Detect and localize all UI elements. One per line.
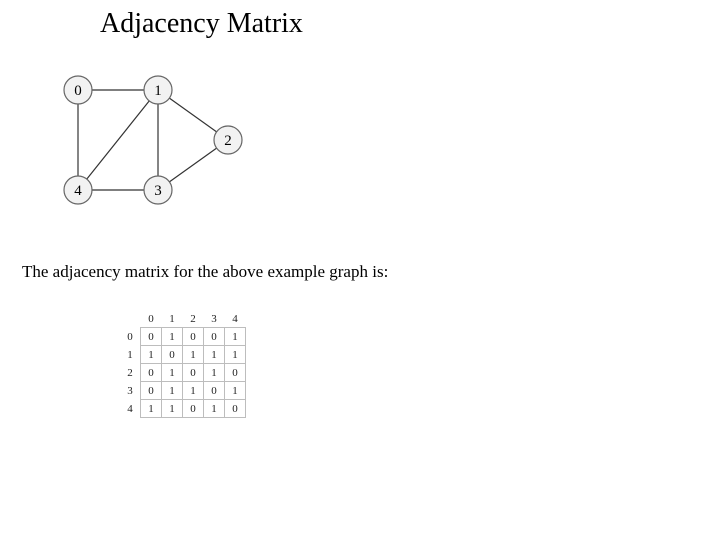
- matrix-cell: 1: [162, 382, 183, 400]
- adjacency-matrix: 01234001001110111201010301101411010: [120, 310, 246, 418]
- matrix-cell: 0: [183, 328, 204, 346]
- matrix-cell: 0: [204, 328, 225, 346]
- matrix-col-header: 1: [162, 310, 183, 328]
- matrix-table: 01234001001110111201010301101411010: [120, 310, 246, 418]
- matrix-col-header: 3: [204, 310, 225, 328]
- matrix-cell: 1: [183, 346, 204, 364]
- matrix-cell: 1: [204, 400, 225, 418]
- matrix-cell: 0: [141, 364, 162, 382]
- graph-node-label: 3: [154, 183, 162, 199]
- graph-node-label: 4: [74, 183, 82, 199]
- matrix-row-header: 0: [120, 328, 141, 346]
- graph-node-label: 2: [224, 133, 232, 149]
- matrix-cell: 0: [183, 364, 204, 382]
- graph-diagram: 0 1 2 3 4: [30, 60, 250, 230]
- graph-edge: [169, 98, 216, 132]
- matrix-col-header: 4: [225, 310, 246, 328]
- matrix-cell: 0: [225, 364, 246, 382]
- matrix-cell: 1: [141, 346, 162, 364]
- matrix-cell: 1: [141, 400, 162, 418]
- matrix-corner: [120, 310, 141, 328]
- graph-edge: [87, 101, 150, 179]
- matrix-row-header: 4: [120, 400, 141, 418]
- matrix-cell: 0: [225, 400, 246, 418]
- matrix-row-header: 2: [120, 364, 141, 382]
- matrix-cell: 1: [162, 364, 183, 382]
- matrix-cell: 0: [183, 400, 204, 418]
- matrix-cell: 1: [204, 364, 225, 382]
- matrix-cell: 1: [183, 382, 204, 400]
- matrix-row-header: 3: [120, 382, 141, 400]
- graph-node-label: 0: [74, 83, 82, 99]
- matrix-cell: 0: [141, 328, 162, 346]
- matrix-cell: 1: [225, 382, 246, 400]
- matrix-cell: 1: [162, 400, 183, 418]
- matrix-cell: 1: [204, 346, 225, 364]
- matrix-col-header: 2: [183, 310, 204, 328]
- graph-edge: [169, 148, 216, 182]
- graph-svg: 0 1 2 3 4: [30, 60, 250, 230]
- matrix-cell: 0: [141, 382, 162, 400]
- matrix-cell: 1: [225, 346, 246, 364]
- matrix-cell: 0: [204, 382, 225, 400]
- matrix-cell: 1: [225, 328, 246, 346]
- matrix-row-header: 1: [120, 346, 141, 364]
- graph-node-label: 1: [154, 83, 162, 99]
- matrix-cell: 1: [162, 328, 183, 346]
- caption-text: The adjacency matrix for the above examp…: [22, 262, 388, 282]
- page-title: Adjacency Matrix: [100, 8, 303, 40]
- matrix-cell: 0: [162, 346, 183, 364]
- matrix-col-header: 0: [141, 310, 162, 328]
